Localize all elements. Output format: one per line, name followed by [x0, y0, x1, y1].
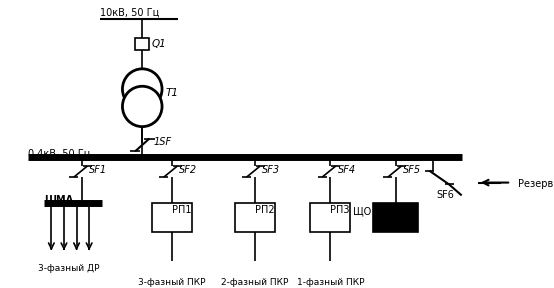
Text: Q1: Q1 — [151, 39, 166, 50]
Text: SF1: SF1 — [89, 165, 107, 175]
Text: SF5: SF5 — [403, 165, 421, 175]
Text: SF4: SF4 — [337, 165, 356, 175]
Text: SF2: SF2 — [179, 165, 197, 175]
Bar — [235, 203, 274, 232]
Circle shape — [122, 69, 162, 109]
Text: Резерв: Резерв — [519, 179, 553, 189]
Bar — [135, 38, 150, 50]
Bar — [152, 203, 192, 232]
Text: ЩО: ЩО — [353, 206, 372, 217]
Text: 0,4кВ, 50 Гц: 0,4кВ, 50 Гц — [28, 149, 90, 159]
Text: 10кВ, 50 Гц: 10кВ, 50 Гц — [100, 7, 160, 18]
Bar — [310, 203, 350, 232]
Text: РП3: РП3 — [330, 204, 350, 215]
Text: РП2: РП2 — [255, 204, 274, 215]
Text: ШМА: ШМА — [44, 195, 73, 204]
Text: 2-фазный ПКР: 2-фазный ПКР — [221, 278, 289, 287]
Circle shape — [122, 86, 162, 127]
Text: SF6: SF6 — [437, 190, 454, 200]
Text: 1-фазный ПКР: 1-фазный ПКР — [296, 278, 364, 287]
Text: 1SF: 1SF — [153, 137, 171, 147]
Text: T1: T1 — [166, 88, 178, 98]
Text: 3-фазный ПКР: 3-фазный ПКР — [138, 278, 206, 287]
Bar — [373, 203, 418, 232]
Text: 3-фазный ДР: 3-фазный ДР — [38, 264, 99, 273]
Text: SF3: SF3 — [262, 165, 280, 175]
Text: РП1: РП1 — [172, 204, 192, 215]
